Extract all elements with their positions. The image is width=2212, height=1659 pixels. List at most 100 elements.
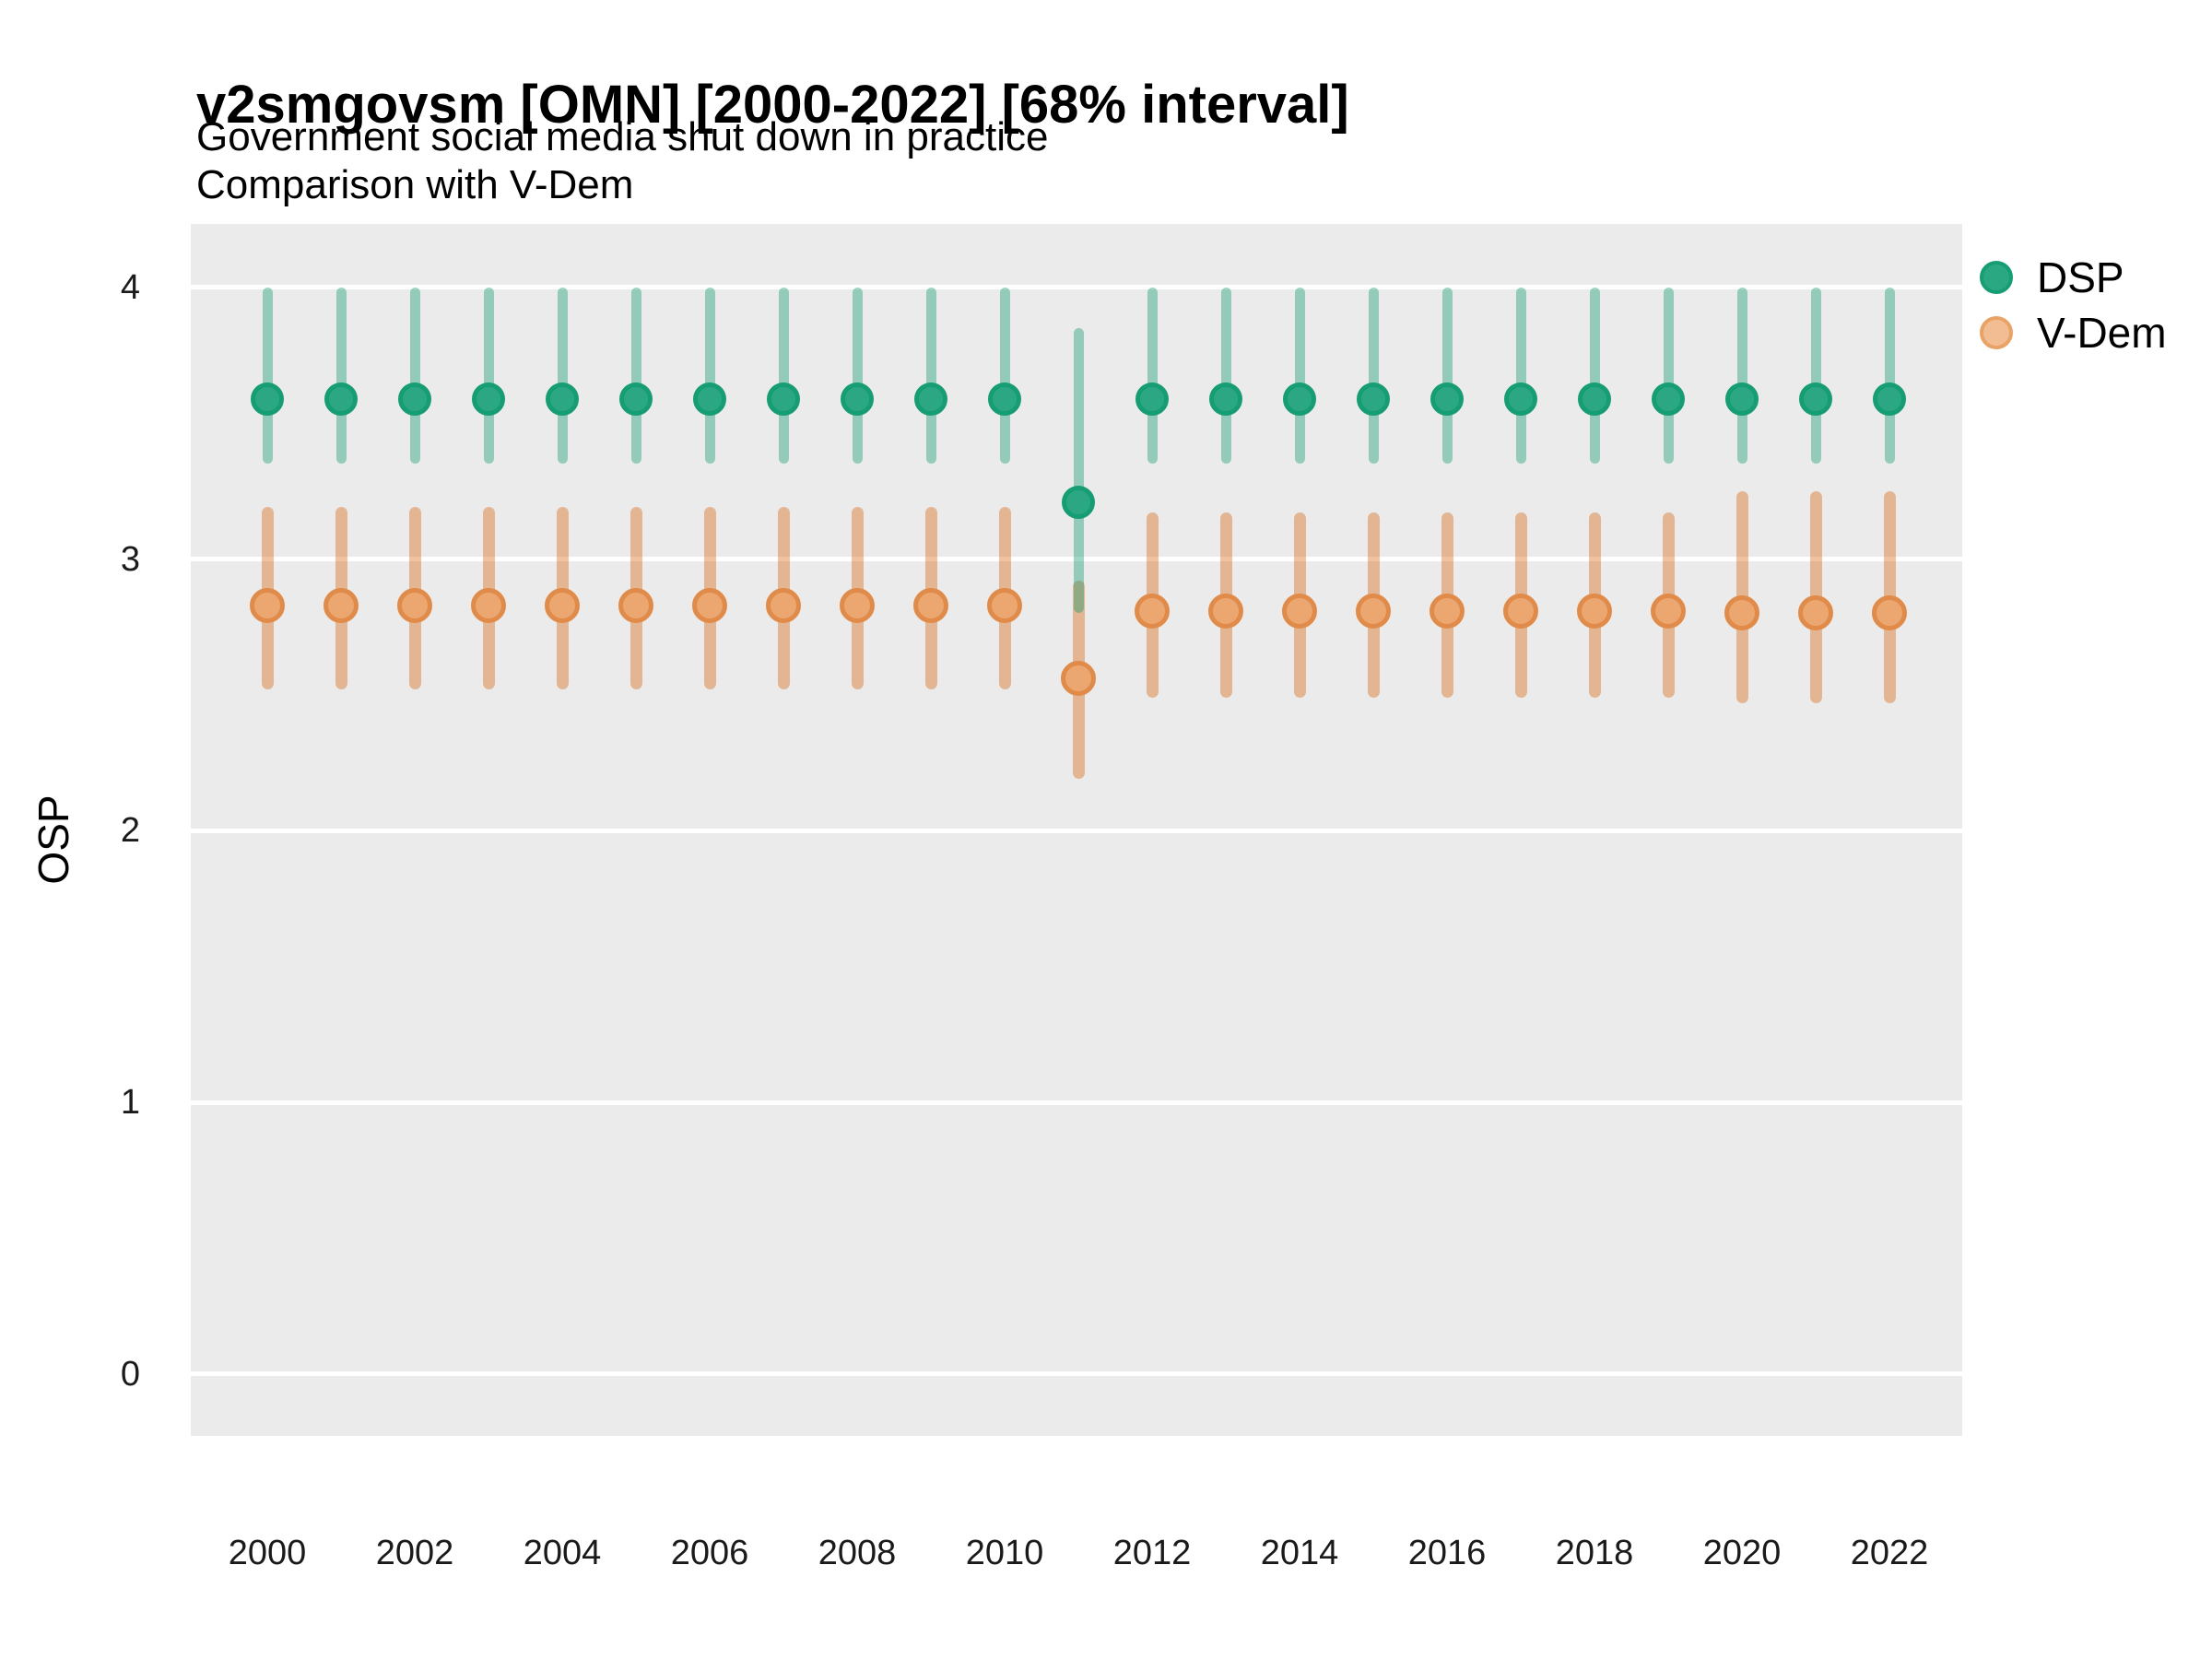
x-tick-label: 2008 <box>818 1534 897 1572</box>
vdem-point <box>840 587 875 623</box>
vdem-point <box>1208 593 1243 629</box>
dsp-interval-bar <box>1884 287 1895 465</box>
y-tick-label: 3 <box>120 539 140 579</box>
vdem-point <box>1872 595 1907 631</box>
dsp-interval-bar <box>557 287 568 465</box>
dsp-point <box>472 382 505 416</box>
vdem-point <box>1798 595 1833 631</box>
vdem-legend-swatch-icon <box>1980 316 2013 349</box>
legend-item-vdem: V-Dem <box>1980 305 2167 360</box>
vdem-legend-label: V-Dem <box>2037 309 2167 357</box>
dsp-point <box>324 382 358 416</box>
dsp-point <box>1504 382 1537 416</box>
vdem-point <box>1651 593 1686 629</box>
vdem-point <box>618 587 653 623</box>
dsp-interval-bar <box>1736 287 1747 465</box>
dsp-point <box>1135 382 1169 416</box>
dsp-point <box>693 382 726 416</box>
vdem-point <box>324 587 359 623</box>
legend-item-dsp: DSP <box>1980 250 2167 305</box>
dsp-point <box>1283 382 1316 416</box>
dsp-point <box>841 382 874 416</box>
vdem-point <box>1577 593 1612 629</box>
dsp-point <box>1799 382 1832 416</box>
x-tick-label: 2000 <box>228 1534 307 1572</box>
chart-subtitle-line1: Government social media shut down in pra… <box>196 114 1049 159</box>
dsp-point <box>398 382 431 416</box>
dsp-interval-bar <box>262 287 273 465</box>
dsp-interval-bar <box>925 287 936 465</box>
vdem-point <box>1430 593 1465 629</box>
y-gridline <box>191 557 1962 561</box>
dsp-point <box>619 382 653 416</box>
dsp-interval-bar <box>1147 287 1158 465</box>
dsp-interval-bar <box>1663 287 1674 465</box>
dsp-interval-bar <box>483 287 494 465</box>
dsp-point <box>1652 382 1685 416</box>
dsp-legend-swatch-icon <box>1980 261 2013 294</box>
dsp-interval-bar <box>1441 287 1453 465</box>
vdem-point <box>1356 593 1391 629</box>
x-tick-label: 2012 <box>1112 1534 1192 1572</box>
y-tick-label: 2 <box>120 811 140 851</box>
dsp-point <box>1430 382 1464 416</box>
dsp-interval-bar <box>1073 327 1084 614</box>
dsp-interval-bar <box>1368 287 1379 465</box>
chart-subtitle-line2: Comparison with V-Dem <box>196 162 634 207</box>
y-tick-label: 0 <box>120 1354 140 1394</box>
vdem-point <box>913 587 948 623</box>
dsp-interval-bar <box>704 287 715 465</box>
vdem-point <box>1282 593 1317 629</box>
plot-panel <box>191 224 1962 1436</box>
dsp-interval-bar <box>1810 287 1821 465</box>
x-tick-label: 2016 <box>1407 1534 1487 1572</box>
dsp-point <box>988 382 1021 416</box>
vdem-point <box>397 587 432 623</box>
dsp-interval-bar <box>409 287 420 465</box>
vdem-point <box>471 587 506 623</box>
x-tick-label: 2014 <box>1260 1534 1339 1572</box>
legend: DSP V-Dem <box>1980 250 2167 360</box>
dsp-interval-bar <box>852 287 863 465</box>
dsp-point <box>914 382 947 416</box>
y-gridline <box>191 285 1962 290</box>
x-tick-label: 2002 <box>375 1534 454 1572</box>
x-tick-label: 2004 <box>523 1534 602 1572</box>
vdem-point <box>1724 595 1759 631</box>
x-tick-label: 2022 <box>1850 1534 1929 1572</box>
chart-title: v2smgovsm [OMN] [2000-2022] [68% interva… <box>196 75 1349 135</box>
dsp-legend-label: DSP <box>2037 253 2124 301</box>
vdem-point <box>766 587 801 623</box>
x-tick-label: 2018 <box>1555 1534 1634 1572</box>
vdem-point <box>1503 593 1538 629</box>
dsp-interval-bar <box>1294 287 1305 465</box>
dsp-interval-bar <box>1515 287 1526 465</box>
dsp-point <box>1209 382 1242 416</box>
dsp-interval-bar <box>999 287 1010 465</box>
dsp-point <box>767 382 800 416</box>
x-tick-label: 2020 <box>1702 1534 1782 1572</box>
vdem-point <box>1061 661 1096 697</box>
dsp-interval-bar <box>1589 287 1600 465</box>
vdem-point <box>987 587 1022 623</box>
vdem-point <box>1135 593 1170 629</box>
vdem-point <box>545 587 580 623</box>
vdem-point <box>692 587 727 623</box>
dsp-point <box>1578 382 1611 416</box>
y-gridline <box>191 1100 1962 1105</box>
dsp-point <box>546 382 579 416</box>
y-gridline <box>191 828 1962 833</box>
dsp-interval-bar <box>630 287 641 465</box>
y-tick-label: 4 <box>120 267 140 307</box>
dsp-interval-bar <box>778 287 789 465</box>
dsp-point <box>251 382 284 416</box>
dsp-point <box>1873 382 1906 416</box>
y-gridline <box>191 1371 1962 1377</box>
dsp-interval-bar <box>335 287 347 465</box>
dsp-interval-bar <box>1220 287 1231 465</box>
vdem-point <box>250 587 285 623</box>
x-tick-label: 2006 <box>670 1534 749 1572</box>
dsp-point <box>1725 382 1759 416</box>
dsp-point <box>1357 382 1390 416</box>
